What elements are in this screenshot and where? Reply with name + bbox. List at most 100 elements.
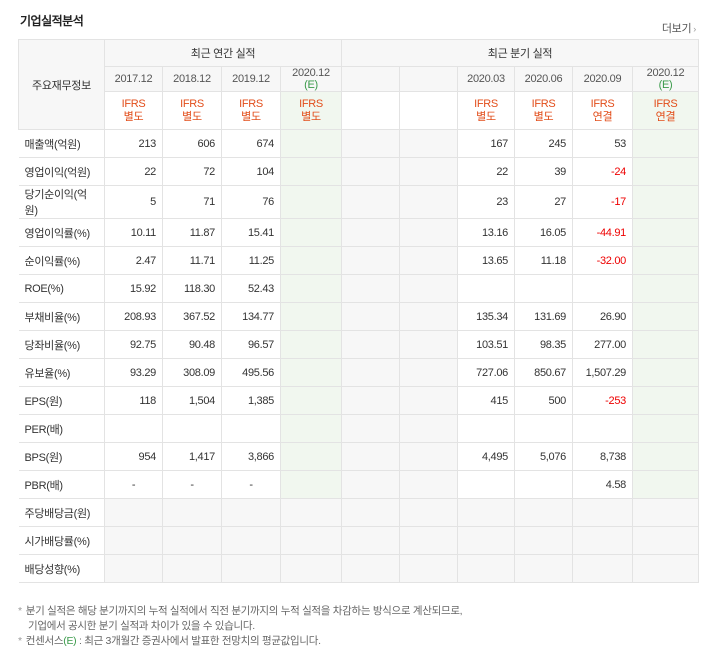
annual-value: 213 — [104, 129, 163, 158]
annual-value — [221, 498, 281, 527]
chevron-right-icon: › — [693, 24, 696, 34]
blank-cell — [341, 526, 400, 555]
annual-value: 71 — [162, 185, 222, 219]
period-label: 2020.06 — [524, 73, 563, 85]
blank-cell — [341, 218, 400, 247]
quarter-value: -44.91 — [572, 218, 633, 247]
annual-value: - — [162, 470, 222, 499]
quarter-value — [632, 246, 699, 275]
quarter-value — [457, 526, 515, 555]
annual-value — [280, 470, 342, 499]
annual-value: 5 — [104, 185, 163, 219]
quarter-value: 415 — [457, 386, 515, 415]
quarter-value: 500 — [514, 386, 573, 415]
blank-cell — [341, 302, 400, 331]
more-link[interactable]: 더보기 › — [662, 20, 696, 36]
quarter-value — [514, 470, 573, 499]
quarter-value: 16.05 — [514, 218, 573, 247]
quarter-value: 22 — [457, 157, 515, 186]
quarter-value: 27 — [514, 185, 573, 219]
footnote-1-cont: 기업에서 공시한 분기 실적과 차이가 있을 수 있습니다. — [28, 620, 255, 632]
blank-cell — [399, 526, 458, 555]
annual-header: 최근 연간 실적 — [104, 39, 342, 67]
quarter-value — [457, 414, 515, 443]
basis-label: 별도 — [182, 110, 202, 123]
quarter-value: 1,507.29 — [572, 358, 633, 387]
blank-cell — [341, 246, 400, 275]
annual-value — [162, 526, 222, 555]
blank-cell — [399, 129, 458, 158]
ifrs-label: IFRS — [299, 97, 323, 110]
annual-period: 2018.12 — [162, 66, 222, 92]
table-row: 유보율(%) 93.29 308.09 495.56 727.06 850.67 1,507… — [18, 358, 699, 387]
quarter-value: 39 — [514, 157, 573, 186]
quarter-period: 2020.12 (E) — [632, 66, 699, 92]
row-label: 유보율(%) — [18, 358, 105, 387]
quarter-value — [514, 274, 573, 303]
blank-cell — [399, 66, 458, 92]
period-label: 2020.12 — [646, 67, 685, 79]
annual-value: 606 — [162, 129, 222, 158]
quarter-value — [572, 526, 633, 555]
quarter-value — [457, 274, 515, 303]
blank-cell — [399, 442, 458, 471]
quarter-period: 2020.09 — [572, 66, 633, 92]
blank-cell — [341, 386, 400, 415]
table-row: EPS(원) 118 1,504 1,385 415 500 -253 — [18, 386, 699, 415]
section-title: 기업실적분석 — [20, 14, 84, 28]
row-label: 영업이익(억원) — [18, 157, 105, 186]
blank-cell — [399, 470, 458, 499]
more-link-label[interactable]: 더보기 — [661, 23, 692, 35]
annual-value — [280, 414, 342, 443]
blank-cell — [341, 498, 400, 527]
quarter-value: 4,495 — [457, 442, 515, 471]
quarter-value: 8,738 — [572, 442, 633, 471]
quarter-value — [632, 129, 699, 158]
annual-value: 954 — [104, 442, 163, 471]
table-row: 부채비율(%) 208.93 367.52 134.77 135.34 131.69 26.… — [18, 302, 699, 331]
quarter-value — [572, 498, 633, 527]
quarter-value: 26.90 — [572, 302, 633, 331]
annual-value: 1,504 — [162, 386, 222, 415]
quarter-value: -24 — [572, 157, 633, 186]
annual-value: - — [221, 470, 281, 499]
accounting-type: IFRS 별도 — [514, 91, 573, 130]
annual-value: 72 — [162, 157, 222, 186]
quarter-value: 103.51 — [457, 330, 515, 359]
quarter-value: 850.67 — [514, 358, 573, 387]
blank-cell — [399, 218, 458, 247]
table-row: 영업이익률(%) 10.11 11.87 15.41 13.16 16.05 -44.91 — [18, 218, 699, 247]
accounting-type: IFRS 연결 — [572, 91, 633, 130]
annual-period: 2019.12 — [221, 66, 281, 92]
row-label: 배당성향(%) — [18, 554, 105, 583]
blank-cell — [399, 274, 458, 303]
quarter-value: 13.16 — [457, 218, 515, 247]
quarter-value: 4.58 — [572, 470, 633, 499]
annual-value — [221, 526, 281, 555]
quarter-value: 5,076 — [514, 442, 573, 471]
quarter-value: 53 — [572, 129, 633, 158]
period-label: 2020.03 — [467, 73, 505, 85]
quarter-value: 11.18 — [514, 246, 573, 275]
blank-cell — [341, 185, 400, 219]
quarter-value — [514, 526, 573, 555]
quarter-value — [572, 414, 633, 443]
quarter-value: 167 — [457, 129, 515, 158]
table-row: 순이익률(%) 2.47 11.71 11.25 13.65 11.18 -32.00 — [18, 246, 699, 275]
financial-summary-table: 주요재무정보 최근 연간 실적 최근 분기 실적 2017.12 2018.12 2019… — [18, 39, 699, 583]
table-row: 당기순이익(억원) 5 71 76 23 27 -17 — [18, 185, 699, 219]
row-label: 당좌비율(%) — [18, 330, 105, 359]
quarter-value — [632, 218, 699, 247]
quarter-period: 2020.06 — [514, 66, 573, 92]
blank-cell — [399, 302, 458, 331]
footnotes: * 분기 실적은 해당 분기까지의 누적 실적에서 직전 분기까지의 누적 실적을… — [18, 604, 463, 649]
blank-cell — [341, 274, 400, 303]
blank-cell — [399, 358, 458, 387]
blank-cell — [341, 129, 400, 158]
basis-label: 별도 — [241, 110, 261, 123]
quarter-value: 727.06 — [457, 358, 515, 387]
annual-value — [280, 129, 342, 158]
quarter-value — [632, 414, 699, 443]
table-row: ROE(%) 15.92 118.30 52.43 — [18, 274, 699, 303]
basis-label: 연결 — [592, 110, 613, 123]
